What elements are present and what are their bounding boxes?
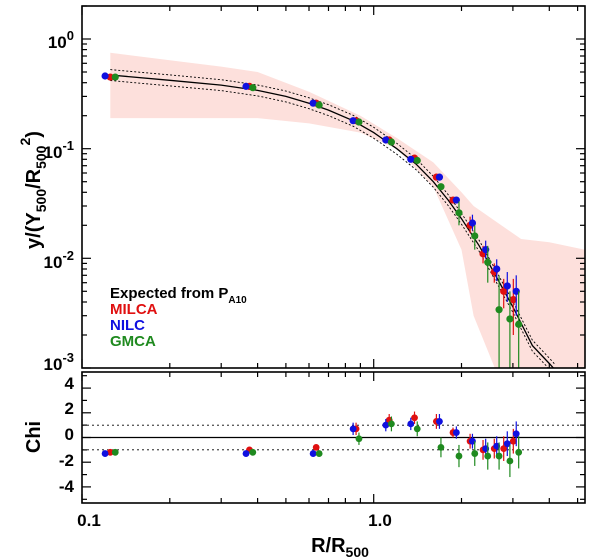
chi-point-milca-2: [312, 443, 320, 451]
top-point-nilc-0: [101, 72, 109, 80]
top-point-gmca-5: [413, 156, 421, 165]
chi-point-gmca-4: [388, 420, 395, 428]
top-point-gmca-6: [437, 183, 445, 191]
chi-point-nilc-12: [512, 430, 520, 438]
chi-point-nilc-6: [436, 418, 443, 425]
top-point-gmca-10: [495, 306, 503, 314]
chi-point-gmca-3: [355, 435, 363, 443]
top-point-nilc-3: [349, 117, 357, 125]
top-point-nilc-10: [493, 265, 501, 273]
top-point-milca-12: [509, 296, 517, 304]
top-point-gmca-1: [249, 84, 257, 92]
uncertainty-band: [110, 52, 585, 368]
bottom-data-points-layer: [101, 411, 523, 478]
chi-point-gmca-9: [484, 452, 492, 460]
bottom-y-axis-title: Chi: [23, 421, 45, 453]
chi-point-gmca-11: [506, 457, 514, 465]
bottom-y-tick-label-2: 2: [65, 399, 74, 418]
chi-point-milca-0: [106, 448, 114, 456]
top-point-nilc-12: [512, 287, 520, 295]
chi-point-milca-12: [509, 437, 517, 445]
top-y-tick-label-0: 100: [48, 28, 74, 52]
top-point-nilc-7: [452, 196, 460, 204]
chi-point-nilc-4: [382, 421, 390, 429]
top-point-gmca-3: [355, 118, 363, 126]
top-point-nilc-4: [382, 136, 390, 144]
bottom-y-tick-label-0: 0: [65, 425, 74, 444]
top-point-nilc-5: [407, 155, 415, 163]
bottom-panel-frame: [81, 371, 586, 504]
top-panel-frame: [81, 5, 586, 369]
x-tick-label-1-0: 1.0: [368, 511, 392, 530]
chi-point-gmca-7: [455, 452, 463, 460]
chi-point-nilc-3: [349, 425, 357, 433]
x-tick-label-0-1: 0.1: [77, 511, 101, 530]
top-point-nilc-2: [309, 99, 317, 107]
legend-entry-milca: MILCA: [110, 301, 158, 318]
top-point-nilc-11: [503, 282, 511, 290]
chi-point-nilc-5: [407, 420, 415, 428]
top-point-gmca-12: [515, 320, 523, 328]
chi-point-gmca-8: [471, 450, 479, 457]
chi-point-nilc-8: [469, 437, 476, 445]
bottom-y-tick-label-4: 4: [65, 374, 75, 393]
chi-point-gmca-1: [249, 448, 257, 456]
top-point-nilc-1: [242, 82, 250, 90]
chi-point-gmca-0: [111, 448, 119, 456]
legend-entry-nilc: NILC: [110, 317, 145, 334]
top-point-gmca-4: [387, 138, 396, 146]
svg-text:100: 100: [48, 28, 74, 52]
top-y-tick-label-1: 10-1: [44, 138, 74, 162]
svg-text:10-3: 10-3: [44, 350, 74, 374]
x-axis-title: R/R500: [311, 535, 369, 557]
top-uncertainty-band-layer: [110, 52, 585, 368]
chi-point-nilc-0: [101, 450, 109, 457]
top-y-tick-label-2: 10-2: [44, 248, 74, 272]
chi-point-gmca-6: [437, 443, 445, 451]
top-point-gmca-2: [315, 101, 323, 109]
bottom-y-tick-label-minus-4: -4: [59, 477, 75, 496]
chi-point-gmca-5: [413, 425, 421, 433]
top-point-gmca-9: [484, 258, 492, 266]
chi-point-nilc-7: [452, 429, 460, 436]
chi-point-nilc-1: [242, 450, 250, 457]
chi-point-gmca-12: [515, 448, 523, 456]
chi-point-nilc-10: [493, 442, 501, 450]
top-point-gmca-11: [506, 315, 514, 323]
bottom-axis-ticks-layer: [81, 372, 585, 503]
top-point-gmca-0: [111, 73, 119, 81]
top-data-points-layer: [101, 72, 523, 368]
chi-point-nilc-11: [503, 440, 511, 448]
chi-point-gmca-2: [315, 450, 323, 457]
chi-point-nilc-2: [309, 450, 317, 457]
legend-model-label: Expected from PA10: [110, 285, 247, 306]
top-point-gmca-7: [455, 209, 463, 217]
bottom-y-tick-label-minus-2: -2: [59, 451, 74, 470]
legend-entry-gmca: GMCA: [110, 333, 156, 350]
top-y-tick-label-3: 10-3: [44, 350, 74, 374]
svg-text:10-2: 10-2: [44, 248, 74, 272]
bottom-reference-lines-layer: [82, 424, 585, 451]
top-point-gmca-8: [471, 232, 479, 240]
top-point-milca-11: [500, 287, 508, 295]
svg-text:10-1: 10-1: [44, 138, 74, 162]
chi-point-gmca-10: [495, 452, 503, 460]
legend: Expected from PA10 MILCA NILC GMCA: [110, 285, 247, 350]
chi-point-milca-11: [500, 445, 508, 453]
top-axis-ticks-layer: [81, 5, 585, 369]
top-y-axis-title: y/(Y500/R5002): [17, 131, 49, 249]
chi-point-milca-5: [411, 414, 418, 422]
top-point-nilc-8: [468, 219, 477, 227]
top-point-nilc-6: [435, 173, 444, 181]
